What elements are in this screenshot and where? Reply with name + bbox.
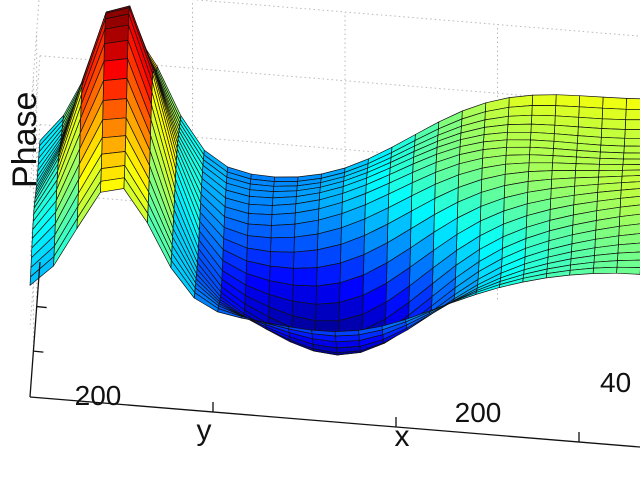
surface-patch — [528, 162, 553, 172]
surface-patch — [623, 152, 640, 160]
surface-patch — [617, 251, 640, 261]
surface-patch — [551, 162, 577, 171]
surface-patch — [555, 94, 580, 108]
surface-patch — [506, 131, 532, 141]
x-axis-line — [29, 396, 640, 448]
surface-patch — [600, 128, 626, 139]
surface-patch — [248, 203, 273, 215]
surface-patch — [507, 105, 533, 117]
surface-patch — [273, 181, 298, 187]
surface-patch — [293, 233, 319, 253]
surface-patch — [616, 266, 640, 275]
surface-patch — [292, 267, 318, 287]
surface-patch — [102, 78, 128, 101]
surface-patch — [269, 251, 295, 269]
surface-patch — [602, 96, 627, 110]
surface-patch — [578, 95, 604, 109]
surface-patch — [599, 157, 624, 166]
axes — [29, 261, 640, 448]
x-tick-label: 200 — [455, 397, 502, 428]
y-tick — [33, 350, 44, 353]
surface-patch — [103, 58, 128, 81]
y-tick — [36, 305, 47, 309]
surface-patch — [623, 137, 640, 147]
grid-line — [29, 124, 41, 260]
y-tick-label: 200 — [75, 380, 122, 411]
surface-patch — [103, 39, 129, 62]
surface-patch — [598, 163, 624, 171]
surface-patch — [531, 94, 557, 106]
surface-patch — [293, 249, 318, 269]
z-axis-label: Phase — [6, 92, 44, 188]
surface-patch — [601, 118, 626, 130]
surface-patch — [617, 242, 640, 254]
surface-patch — [507, 114, 533, 125]
surface-patch — [528, 154, 554, 164]
surface-patch — [29, 256, 55, 286]
surface-patch — [624, 129, 640, 139]
surface-patch — [601, 107, 627, 121]
x-tick-label: 40 — [600, 367, 631, 398]
surface-patch — [625, 108, 640, 121]
surface-patch — [622, 164, 640, 171]
surface-patch — [315, 282, 341, 305]
surface-patch — [507, 123, 532, 133]
surface-patch — [505, 146, 531, 156]
y-axis-line — [29, 261, 41, 398]
surface-patch — [623, 145, 640, 154]
surface-patch — [102, 98, 127, 121]
grid-line — [39, 124, 640, 175]
y-axis-label: y — [197, 414, 212, 447]
surface-patch — [578, 106, 603, 120]
surface-patch — [273, 176, 299, 182]
grid-line — [29, 0, 40, 123]
surface-patch — [506, 139, 531, 148]
surface-patch — [599, 151, 625, 160]
surface-patch — [592, 266, 618, 274]
surface-patch — [270, 223, 296, 239]
surface-patch — [625, 98, 640, 110]
surface-patch — [270, 236, 295, 253]
surface-patch — [334, 330, 360, 337]
surface-patch — [622, 158, 640, 166]
grid-line — [39, 55, 640, 106]
surface-patch — [531, 105, 557, 117]
surface-patch — [600, 136, 626, 147]
surface-patch — [554, 105, 580, 118]
surface-patch — [552, 155, 577, 164]
surface-patch — [616, 259, 640, 268]
surface-patch — [101, 117, 127, 139]
surface-patch — [599, 144, 625, 154]
surface-patch — [621, 169, 640, 177]
surface-patch — [271, 212, 296, 226]
surface-patch — [530, 114, 556, 126]
phase-surface — [29, 5, 640, 356]
surface-patch — [624, 119, 640, 130]
surface-patch — [315, 302, 340, 322]
surface-patch — [575, 156, 601, 165]
x-axis-label: x — [395, 420, 410, 453]
surface-patch — [575, 163, 600, 171]
surface-patch — [247, 213, 273, 226]
surface-patch — [529, 146, 554, 156]
surface-patch — [101, 135, 127, 155]
surface-patch — [574, 170, 600, 179]
grid-line — [29, 55, 41, 191]
